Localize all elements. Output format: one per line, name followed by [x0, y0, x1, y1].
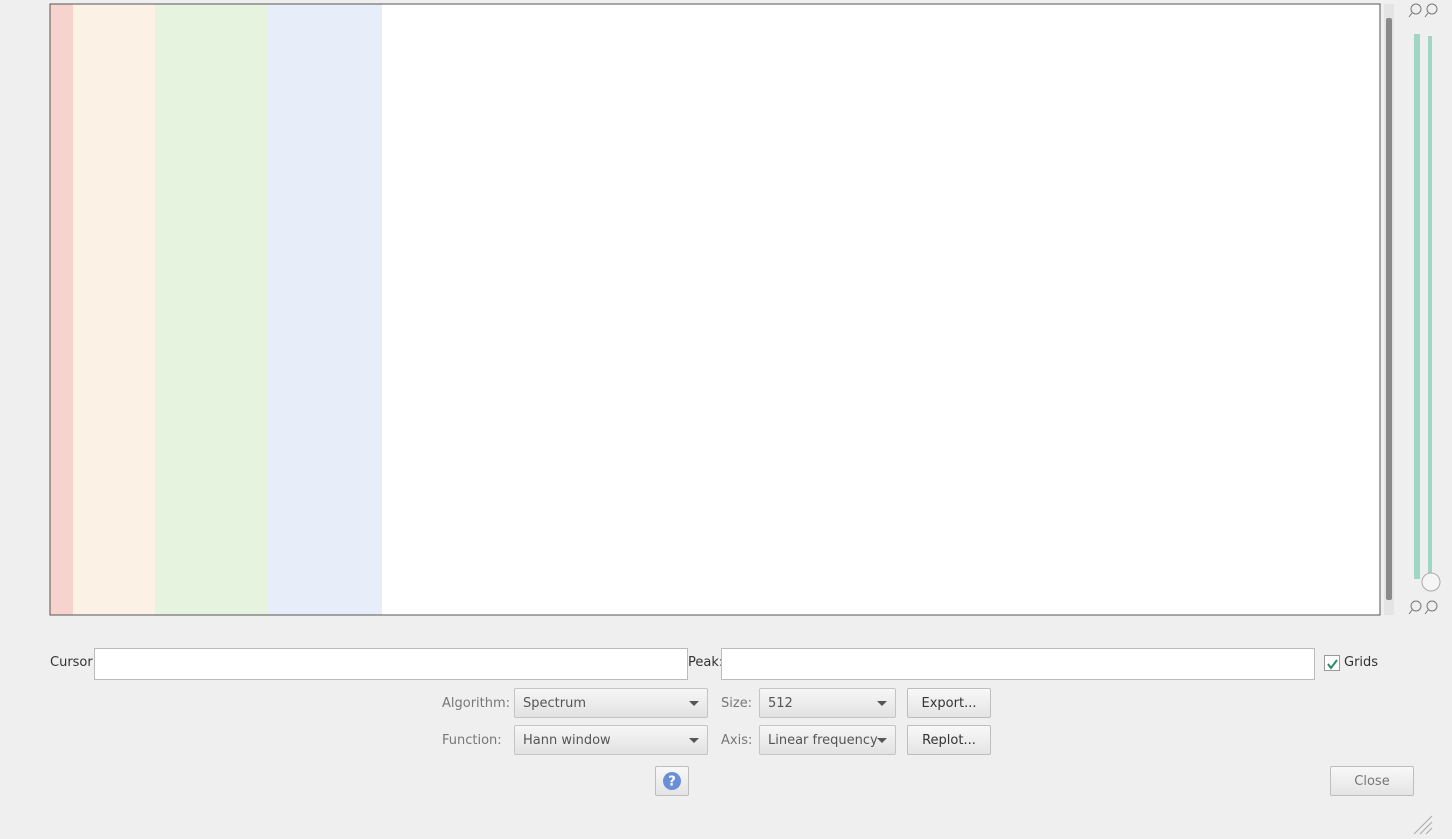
slider-handle[interactable] — [1421, 572, 1441, 592]
checkmark — [1327, 659, 1338, 670]
band — [268, 4, 382, 615]
close-button[interactable]: Close — [1330, 766, 1414, 796]
grids-checkbox[interactable] — [1324, 655, 1340, 671]
zoom-slider[interactable] — [1414, 34, 1420, 579]
function-combo[interactable]: Hann window — [514, 725, 708, 755]
svg-text:?: ? — [668, 775, 676, 790]
algorithm-label: Algorithm: — [442, 696, 511, 711]
peak-field[interactable] — [721, 648, 1315, 680]
cursor-label: Cursor: — [50, 655, 97, 670]
replot-button[interactable]: Replot... — [907, 725, 991, 755]
help-button[interactable]: ? — [655, 766, 689, 796]
spectrum-plot — [49, 3, 1441, 616]
band — [155, 4, 268, 615]
axis-label: Axis: — [721, 733, 753, 748]
size-combo[interactable]: 512 — [759, 688, 896, 718]
scrollbar-thumb[interactable] — [1386, 18, 1392, 600]
band — [50, 4, 73, 615]
band — [73, 4, 155, 615]
size-label: Size: — [721, 696, 753, 711]
selection-bands — [50, 4, 382, 615]
zoom-icons[interactable] — [1408, 3, 1438, 615]
plot-frame — [49, 3, 1381, 616]
zoom-slider[interactable] — [1428, 36, 1432, 581]
algorithm-combo[interactable]: Spectrum — [514, 688, 708, 718]
function-label: Function: — [442, 733, 502, 748]
grids-label: Grids — [1344, 655, 1379, 670]
peak-label: Peak: — [688, 655, 724, 670]
export-button[interactable]: Export... — [907, 688, 991, 718]
cursor-field[interactable] — [94, 648, 688, 680]
resize-grip — [1413, 815, 1433, 835]
axis-combo[interactable]: Linear frequency — [759, 725, 896, 755]
help-icon: ? — [663, 772, 681, 790]
